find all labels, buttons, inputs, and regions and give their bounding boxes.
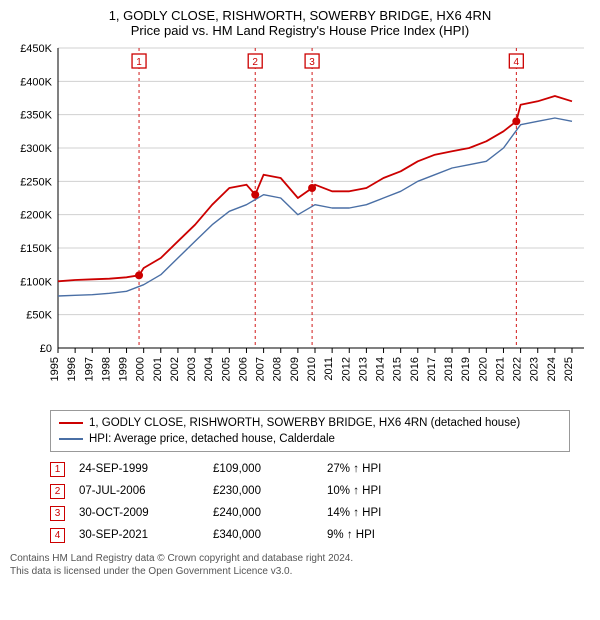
svg-text:2006: 2006 [237,357,249,381]
svg-text:2022: 2022 [512,357,524,381]
svg-text:1995: 1995 [49,357,61,381]
sale-row: 1 24-SEP-1999 £109,000 27% ↑ HPI [50,458,570,480]
sale-marker-icon: 1 [50,462,65,477]
svg-text:2020: 2020 [477,357,489,381]
svg-text:2: 2 [252,57,258,68]
sale-row: 3 30-OCT-2009 £240,000 14% ↑ HPI [50,502,570,524]
svg-text:2024: 2024 [546,357,558,381]
legend-label: HPI: Average price, detached house, Cald… [89,433,335,445]
sale-marker-icon: 2 [50,484,65,499]
svg-text:£100K: £100K [20,276,52,288]
svg-text:2008: 2008 [272,357,284,381]
svg-text:£50K: £50K [26,310,52,322]
chart-title-block: 1, GODLY CLOSE, RISHWORTH, SOWERBY BRIDG… [10,8,590,38]
sale-price: £109,000 [213,463,313,475]
svg-text:2007: 2007 [255,357,267,381]
sale-date: 30-SEP-2021 [79,529,199,541]
svg-text:2025: 2025 [563,357,575,381]
svg-text:£400K: £400K [20,76,52,88]
svg-text:2021: 2021 [494,357,506,381]
footer-line1: Contains HM Land Registry data © Crown c… [10,552,590,565]
svg-text:2009: 2009 [289,357,301,381]
svg-text:2010: 2010 [306,357,318,381]
legend-item: HPI: Average price, detached house, Cald… [59,431,561,447]
svg-text:2014: 2014 [375,357,387,381]
svg-text:£300K: £300K [20,143,52,155]
sale-date: 07-JUL-2006 [79,485,199,497]
legend: 1, GODLY CLOSE, RISHWORTH, SOWERBY BRIDG… [50,410,570,452]
svg-text:1998: 1998 [100,357,112,381]
sale-date: 24-SEP-1999 [79,463,199,475]
sale-date: 30-OCT-2009 [79,507,199,519]
svg-text:1997: 1997 [83,357,95,381]
svg-text:2003: 2003 [186,357,198,381]
footer: Contains HM Land Registry data © Crown c… [10,552,590,578]
svg-text:1996: 1996 [66,357,78,381]
svg-text:£0: £0 [40,343,52,355]
svg-text:1: 1 [136,57,142,68]
sale-price: £230,000 [213,485,313,497]
legend-swatch [59,422,83,424]
svg-text:£450K: £450K [20,44,52,55]
chart-area: £0 £50K £100K £150K £200K £250K £300K £350K £400… [10,44,590,404]
sale-price: £240,000 [213,507,313,519]
svg-text:2012: 2012 [340,357,352,381]
svg-text:2000: 2000 [135,357,147,381]
svg-text:2018: 2018 [443,357,455,381]
sales-table: 1 24-SEP-1999 £109,000 27% ↑ HPI 2 07-JU… [50,458,570,546]
svg-text:£250K: £250K [20,176,52,188]
sale-row: 4 30-SEP-2021 £340,000 9% ↑ HPI [50,524,570,546]
svg-text:2001: 2001 [152,357,164,381]
svg-text:2005: 2005 [220,357,232,381]
svg-text:2017: 2017 [426,357,438,381]
sale-marker-icon: 4 [50,528,65,543]
footer-line2: This data is licensed under the Open Gov… [10,565,590,578]
line-chart-svg: £0 £50K £100K £150K £200K £250K £300K £350K £400… [10,44,590,404]
sale-pct: 27% ↑ HPI [327,463,427,475]
svg-text:2015: 2015 [392,357,404,381]
title-line1: 1, GODLY CLOSE, RISHWORTH, SOWERBY BRIDG… [10,8,590,23]
svg-text:2004: 2004 [203,357,215,381]
svg-text:£350K: £350K [20,110,52,122]
svg-text:1999: 1999 [118,357,130,381]
sale-pct: 9% ↑ HPI [327,529,427,541]
sale-row: 2 07-JUL-2006 £230,000 10% ↑ HPI [50,480,570,502]
sale-pct: 10% ↑ HPI [327,485,427,497]
sale-marker-icon: 3 [50,506,65,521]
title-line2: Price paid vs. HM Land Registry's House … [10,23,590,38]
svg-text:2023: 2023 [529,357,541,381]
svg-text:2011: 2011 [323,357,335,381]
svg-text:2002: 2002 [169,357,181,381]
legend-item: 1, GODLY CLOSE, RISHWORTH, SOWERBY BRIDG… [59,415,561,431]
svg-text:2019: 2019 [460,357,472,381]
sale-price: £340,000 [213,529,313,541]
svg-text:3: 3 [309,57,315,68]
legend-swatch [59,438,83,440]
legend-label: 1, GODLY CLOSE, RISHWORTH, SOWERBY BRIDG… [89,417,520,429]
svg-text:2016: 2016 [409,357,421,381]
svg-text:£150K: £150K [20,243,52,255]
svg-text:4: 4 [514,57,520,68]
svg-text:2013: 2013 [357,357,369,381]
svg-text:£200K: £200K [20,210,52,222]
sale-pct: 14% ↑ HPI [327,507,427,519]
